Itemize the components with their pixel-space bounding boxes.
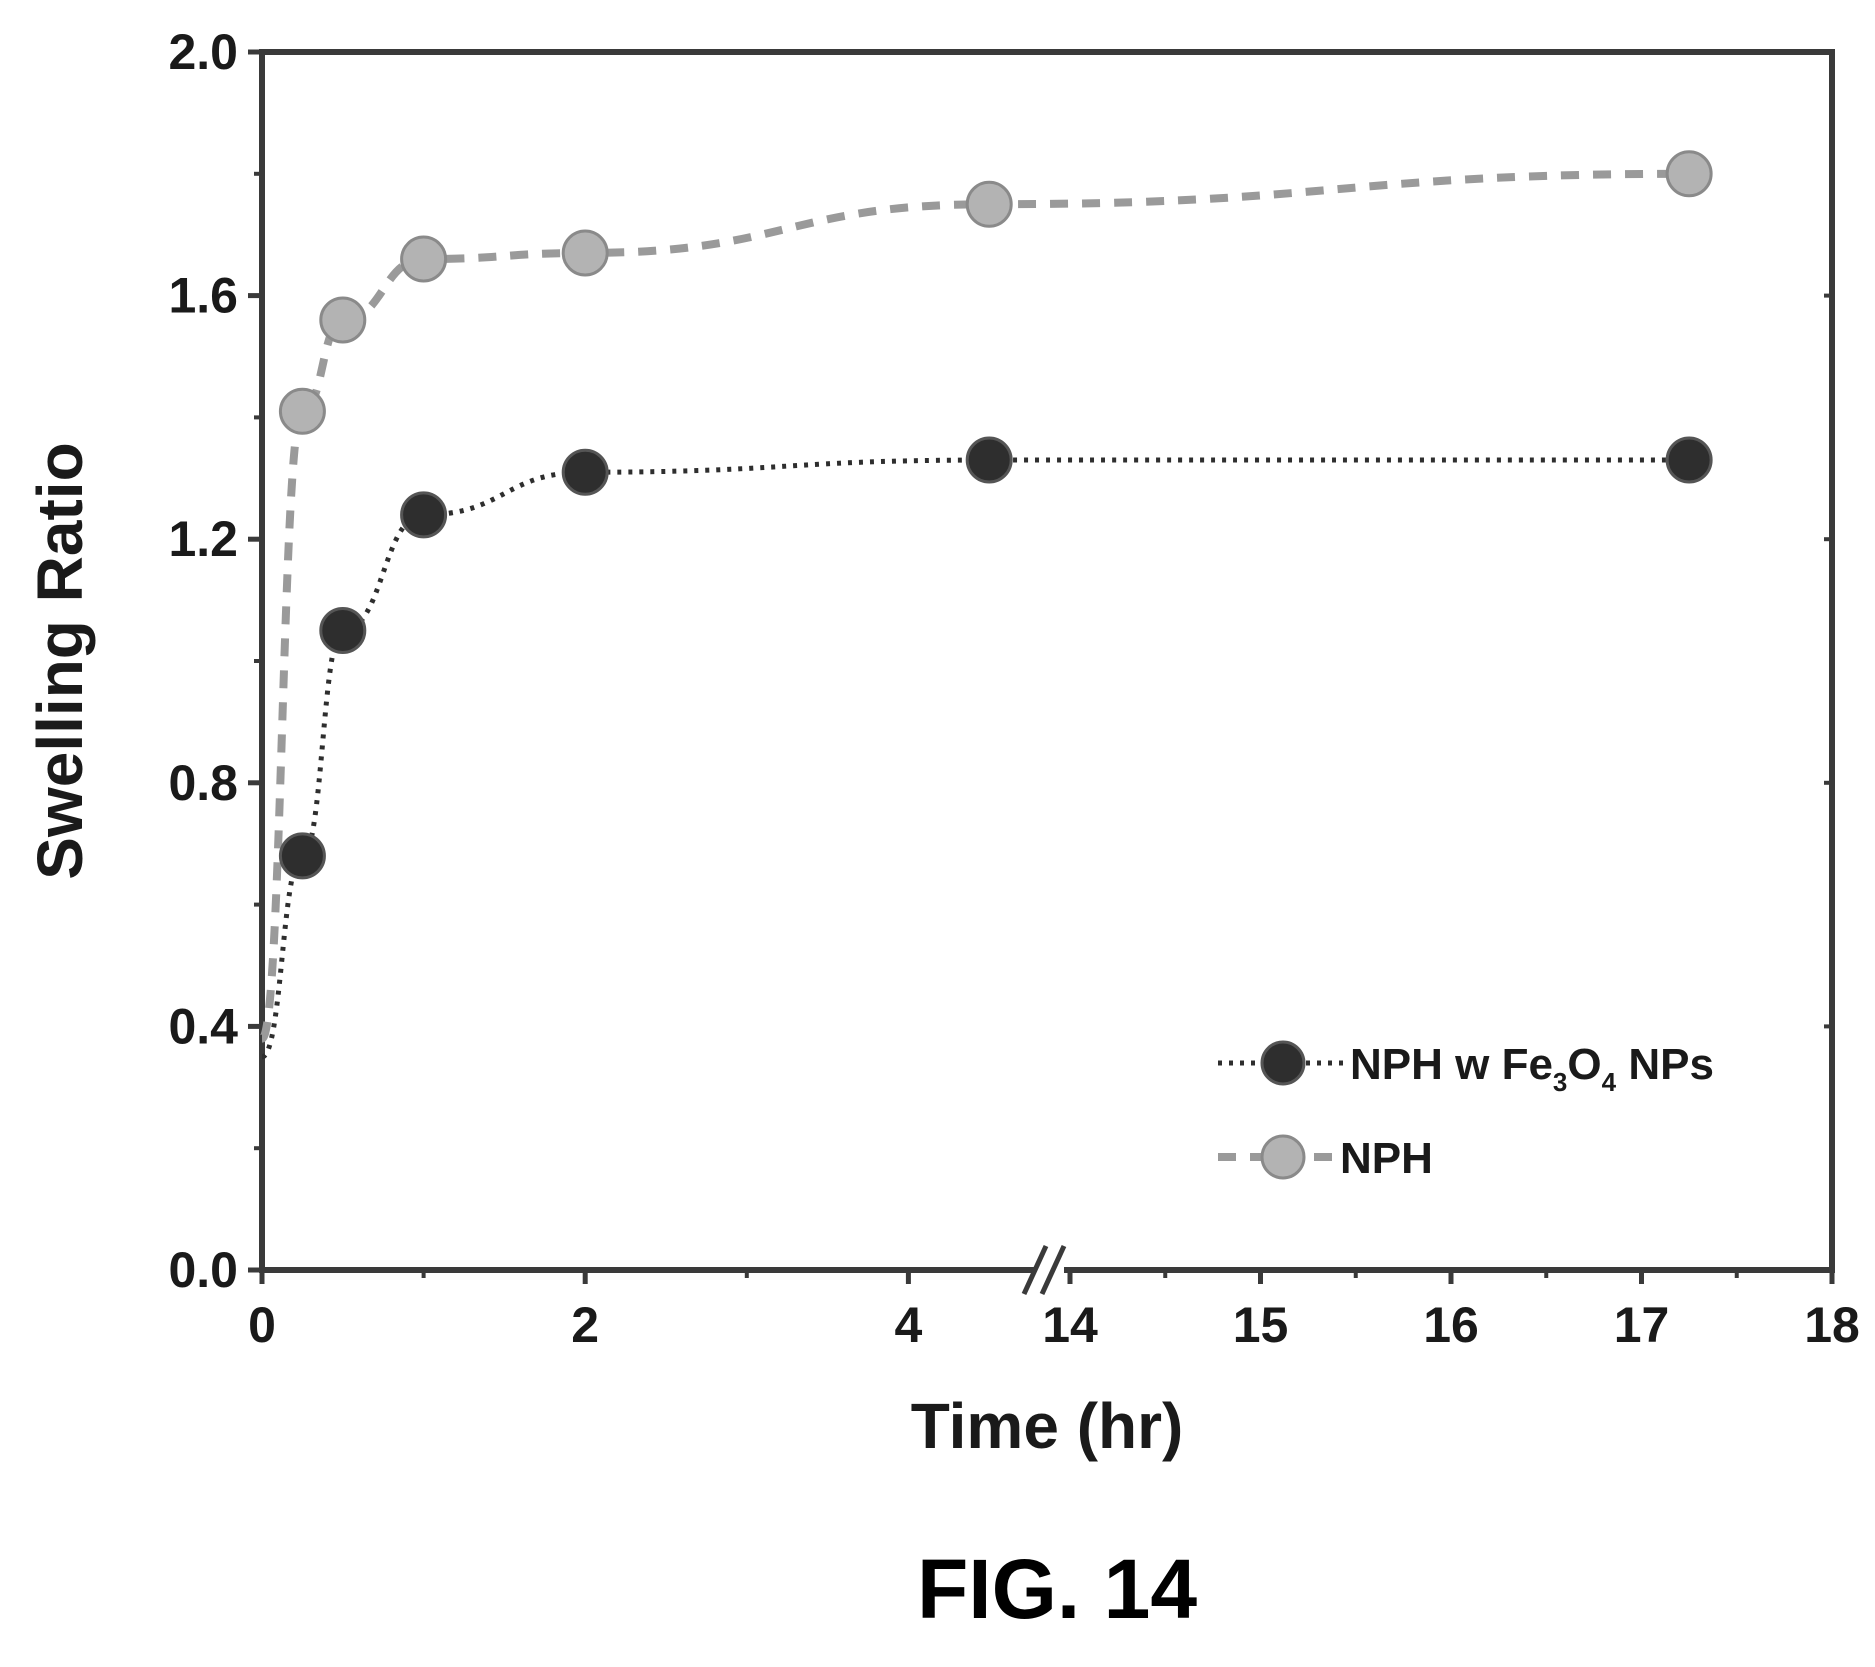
x-tick-label: 18 <box>1804 1297 1860 1353</box>
legend-marker-nph <box>1260 1134 1306 1180</box>
legend-label-nph-fe3o4: NPH w Fe3O4 NPs <box>1350 1040 1714 1097</box>
x-tick-label: 15 <box>1233 1297 1289 1353</box>
x-tick-label: 16 <box>1423 1297 1479 1353</box>
axis-break-slash <box>1039 1244 1067 1296</box>
y-tick-label: 0.8 <box>168 755 238 811</box>
data-point-1 <box>319 296 367 344</box>
axis-break-slash <box>1021 1244 1049 1296</box>
data-point-0 <box>278 832 326 880</box>
series-line-0 <box>260 457 1690 1060</box>
data-point-0 <box>400 491 448 539</box>
data-point-1 <box>400 235 448 283</box>
data-point-0 <box>965 436 1013 484</box>
y-tick-label: 0.4 <box>168 998 238 1054</box>
x-tick-label: 17 <box>1614 1297 1670 1353</box>
legend: NPH w Fe3O4 NPs NPH <box>1218 1040 1714 1183</box>
y-tick-label: 1.2 <box>168 511 238 567</box>
legend-marker-nph-fe3o4 <box>1260 1040 1306 1086</box>
x-tick-label: 0 <box>248 1297 276 1353</box>
data-point-1 <box>278 387 326 435</box>
data-point-1 <box>1665 150 1713 198</box>
y-tick-label: 2.0 <box>168 24 238 80</box>
series-lines <box>258 169 1690 1060</box>
data-point-0 <box>319 607 367 655</box>
series-markers <box>278 150 1713 880</box>
y-tick-label: 1.6 <box>168 268 238 324</box>
data-point-1 <box>965 180 1013 228</box>
y-axis-title: Swelling Ratio <box>24 442 96 879</box>
figure-caption: FIG. 14 <box>917 1542 1197 1636</box>
data-point-0 <box>1665 436 1713 484</box>
axis-ticks <box>248 49 1835 1284</box>
x-axis-title: Time (hr) <box>911 1390 1184 1462</box>
legend-label-nph: NPH <box>1340 1134 1433 1183</box>
data-point-0 <box>561 448 609 496</box>
x-tick-label: 14 <box>1042 1297 1098 1353</box>
axis-break-marks <box>1021 1244 1067 1296</box>
x-tick-label: 4 <box>894 1297 922 1353</box>
series-line-1 <box>258 169 1690 1043</box>
data-point-1 <box>561 229 609 277</box>
x-tick-label: 2 <box>571 1297 599 1353</box>
tick-labels: 0.0 0.4 0.8 1.2 1.6 2.0 0 2 4 14 15 16 17 18 <box>168 24 1859 1353</box>
y-tick-label: 0.0 <box>168 1242 238 1298</box>
